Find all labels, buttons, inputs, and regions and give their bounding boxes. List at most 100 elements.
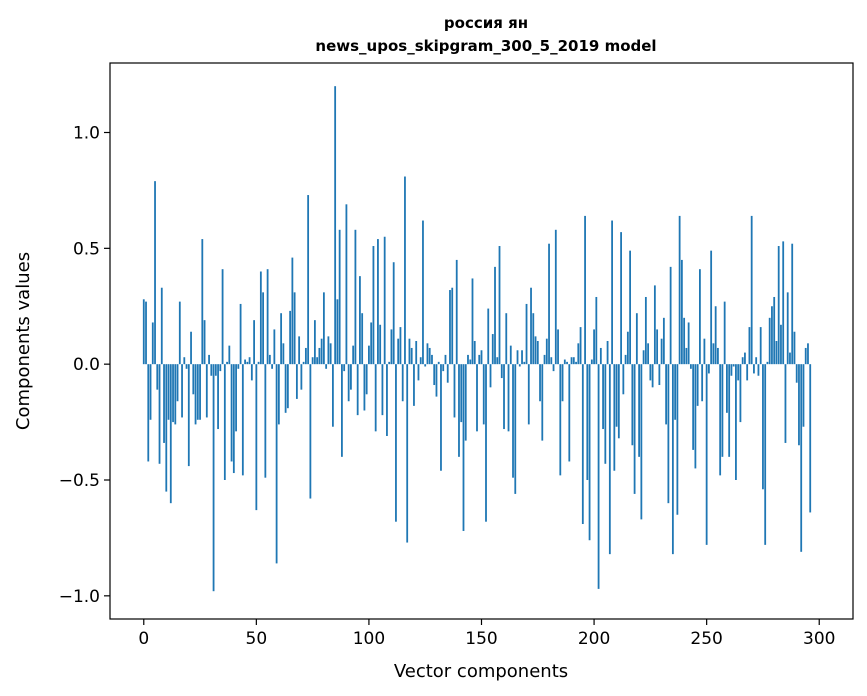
bar: [419, 357, 422, 365]
bar: [156, 364, 159, 390]
bar: [286, 364, 289, 409]
bar: [539, 364, 541, 402]
bar: [433, 364, 436, 386]
bar: [154, 181, 156, 365]
bar: [647, 343, 650, 365]
bar: [762, 364, 764, 490]
bar: [289, 310, 292, 365]
bar: [699, 269, 701, 365]
bar: [671, 364, 674, 555]
bar: [194, 364, 197, 425]
bar: [386, 364, 388, 436]
bar: [410, 347, 413, 365]
bar: [629, 250, 631, 365]
bar: [701, 364, 704, 402]
bar: [703, 338, 706, 365]
bar: [316, 357, 319, 365]
bar: [356, 364, 359, 416]
bar: [527, 364, 530, 425]
bar: [172, 364, 174, 423]
bar: [347, 364, 350, 402]
bar: [210, 364, 213, 376]
bar: [253, 320, 255, 365]
bar: [374, 364, 377, 432]
bar: [789, 352, 791, 365]
bar: [689, 364, 692, 369]
bar: [167, 364, 170, 420]
bar: [563, 359, 566, 365]
bars-group: [142, 86, 812, 592]
bar: [683, 317, 686, 365]
bar: [196, 364, 199, 420]
bar: [217, 364, 219, 430]
bar: [676, 364, 679, 515]
bar: [185, 364, 188, 369]
bar: [611, 220, 613, 365]
bar: [350, 364, 352, 390]
bar: [723, 301, 726, 365]
bar: [498, 246, 501, 365]
x-tick-label: 150: [465, 629, 497, 649]
bar: [190, 331, 192, 365]
bar: [241, 364, 244, 476]
bar: [345, 204, 348, 365]
bar: [343, 364, 346, 372]
bar: [422, 220, 424, 365]
bar: [255, 364, 258, 511]
bar: [649, 364, 652, 381]
bar: [617, 364, 620, 439]
bar: [588, 364, 591, 541]
bar: [730, 364, 733, 376]
bar: [298, 336, 301, 365]
bar: [212, 364, 215, 592]
bar: [471, 278, 474, 365]
bar: [566, 361, 568, 365]
bar: [302, 361, 305, 365]
bar: [579, 327, 582, 365]
bar: [626, 331, 629, 365]
bar: [685, 347, 688, 365]
bar: [318, 347, 321, 365]
bar: [593, 329, 595, 365]
bar: [525, 303, 528, 365]
bar: [259, 271, 262, 365]
bar: [521, 350, 523, 365]
bar: [523, 361, 526, 365]
bar: [541, 364, 544, 441]
bar: [795, 364, 798, 383]
bar: [658, 364, 661, 386]
bar: [651, 364, 654, 388]
bar: [545, 338, 548, 365]
bar: [568, 364, 571, 462]
bar: [800, 364, 803, 552]
y-tick-label: −1.0: [59, 587, 100, 607]
x-tick-label: 300: [803, 629, 835, 649]
bar: [183, 357, 186, 365]
bar: [667, 364, 670, 504]
bar: [397, 338, 400, 365]
bar: [309, 364, 312, 499]
bar: [635, 313, 638, 365]
bar: [561, 364, 564, 402]
y-axis-label: Components values: [13, 252, 34, 430]
bar: [201, 239, 204, 365]
bar: [313, 320, 316, 365]
bar: [401, 364, 404, 402]
bar: [280, 313, 283, 365]
bar: [329, 343, 332, 365]
bar: [543, 354, 546, 365]
x-tick-label: 250: [690, 629, 722, 649]
bar: [518, 364, 521, 367]
bar: [732, 364, 735, 367]
x-tick-label: 50: [246, 629, 268, 649]
bar: [557, 329, 559, 365]
bar: [300, 364, 303, 390]
bar: [372, 246, 375, 365]
bar: [505, 313, 508, 365]
bar: [277, 364, 280, 425]
bar: [748, 327, 751, 365]
bar: [239, 303, 242, 365]
bar: [282, 343, 285, 365]
bar: [379, 324, 382, 365]
